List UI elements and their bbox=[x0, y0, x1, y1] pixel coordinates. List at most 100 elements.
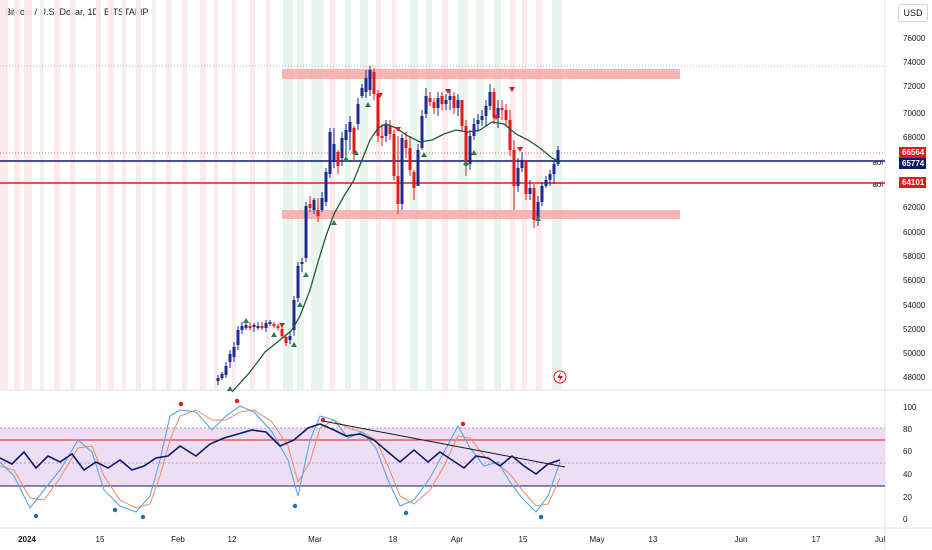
candle-body bbox=[472, 124, 476, 136]
candle-body bbox=[256, 326, 260, 328]
time-label: 12 bbox=[228, 535, 237, 544]
price-tick-label: 54000 bbox=[903, 301, 926, 310]
highlight-stripe bbox=[458, 0, 468, 390]
candle-body bbox=[260, 326, 264, 328]
price-tick-label: 62000 bbox=[903, 203, 926, 212]
candle-body bbox=[312, 200, 316, 210]
candle-body bbox=[448, 96, 452, 100]
candle-body bbox=[412, 172, 416, 188]
candle-body bbox=[268, 322, 272, 324]
highlight-stripe bbox=[360, 0, 368, 390]
highlight-stripe bbox=[442, 0, 448, 390]
candle-body bbox=[308, 204, 312, 208]
candle-body bbox=[380, 136, 384, 138]
highlight-stripe bbox=[136, 0, 141, 390]
candle-body bbox=[456, 100, 460, 108]
osc-slow-line bbox=[0, 409, 561, 509]
osc-extreme-dot bbox=[33, 513, 39, 519]
candle-body bbox=[332, 144, 336, 162]
candle-body bbox=[216, 378, 220, 381]
time-label: Feb bbox=[171, 535, 185, 544]
candle-body bbox=[512, 150, 516, 186]
highlight-stripe bbox=[232, 0, 236, 390]
highlight-stripe bbox=[345, 0, 351, 390]
candle-body bbox=[524, 160, 528, 194]
osc-extreme-dot bbox=[538, 514, 544, 520]
highlight-stripe bbox=[522, 0, 527, 390]
osc-extreme-dot bbox=[292, 503, 298, 509]
highlight-stripe bbox=[24, 0, 32, 390]
highlight-stripe bbox=[70, 0, 75, 390]
signal-markers bbox=[227, 87, 541, 391]
buy-signal-icon bbox=[303, 272, 309, 277]
candle-body bbox=[476, 120, 480, 124]
price-tick-label: 58000 bbox=[903, 252, 926, 261]
osc-extreme-dot bbox=[403, 510, 409, 516]
candle-body bbox=[532, 188, 536, 220]
buy-signal-icon bbox=[271, 332, 277, 337]
candle-body bbox=[280, 329, 284, 336]
currency-button[interactable]: USD bbox=[898, 4, 928, 22]
symbol-title[interactable]: Bitcoin / U.S. Dollar, 1D, BITSTAMP bbox=[5, 7, 149, 17]
sell-signal-icon bbox=[445, 89, 451, 94]
candle-body bbox=[296, 266, 300, 298]
buy-signal-icon bbox=[471, 150, 477, 155]
candle-body bbox=[248, 326, 252, 328]
candle-body bbox=[244, 325, 248, 328]
osc-extreme-dot bbox=[460, 421, 466, 427]
time-label: 17 bbox=[812, 535, 821, 544]
buy-signal-icon bbox=[353, 150, 359, 155]
time-label: 15 bbox=[519, 535, 528, 544]
candle-body bbox=[444, 100, 448, 104]
highlight-stripe bbox=[376, 0, 381, 390]
candle-body bbox=[324, 172, 328, 202]
candle-body bbox=[428, 98, 432, 102]
candle-body bbox=[408, 148, 412, 170]
osc-tick-label: 60 bbox=[903, 447, 912, 456]
highlight-stripe bbox=[426, 0, 432, 390]
highlight-stripe bbox=[214, 0, 218, 390]
highlight-stripe bbox=[152, 0, 156, 390]
time-label: 13 bbox=[649, 535, 658, 544]
buy-signal-icon bbox=[365, 102, 371, 107]
highlight-stripe bbox=[510, 0, 515, 390]
candle-body bbox=[420, 116, 424, 148]
candle-body bbox=[340, 138, 344, 158]
time-label: 18 bbox=[389, 535, 398, 544]
candle-body bbox=[220, 374, 224, 378]
candle-body bbox=[436, 98, 440, 108]
price-tick-label: 76000 bbox=[903, 34, 926, 43]
candle-body bbox=[336, 152, 340, 166]
candle-body bbox=[460, 100, 464, 126]
osc-tick-label: 20 bbox=[903, 493, 912, 502]
highlight-stripe bbox=[552, 0, 562, 390]
candle-body bbox=[468, 136, 472, 164]
candlestick-series bbox=[216, 66, 560, 385]
candle-body bbox=[288, 336, 292, 340]
candle-body bbox=[348, 122, 352, 132]
buy-signal-icon bbox=[291, 342, 297, 347]
highlight-stripe bbox=[330, 0, 335, 390]
candle-body bbox=[284, 337, 288, 343]
time-label: 15 bbox=[96, 535, 105, 544]
highlight-stripe bbox=[166, 0, 171, 390]
osc-tick-label: 80 bbox=[903, 425, 912, 434]
lightning-icon[interactable] bbox=[553, 370, 567, 384]
highlight-stripe bbox=[266, 0, 270, 390]
highlight-stripe bbox=[122, 0, 126, 390]
candle-body bbox=[496, 108, 500, 118]
highlight-stripe bbox=[250, 0, 255, 390]
svg-text:65774: 65774 bbox=[902, 159, 925, 168]
highlight-stripe bbox=[14, 0, 20, 390]
buy-signal-icon bbox=[243, 318, 249, 323]
candle-body bbox=[356, 104, 360, 124]
candle-body bbox=[376, 94, 380, 136]
candle-body bbox=[552, 164, 556, 174]
osc-tick-label: 40 bbox=[903, 470, 912, 479]
svg-text:aoi: aoi bbox=[872, 180, 883, 189]
highlight-stripe bbox=[54, 0, 60, 390]
candle-body bbox=[492, 92, 496, 118]
osc-tick-label: 100 bbox=[903, 403, 917, 412]
